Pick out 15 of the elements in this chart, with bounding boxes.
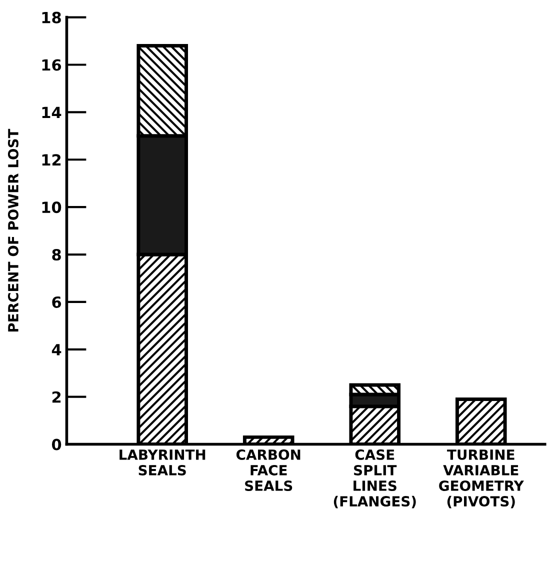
y-tick-label: 2 [52, 391, 61, 403]
y-tick-label: 12 [42, 154, 61, 166]
y-axis-title: PERCENT OF POWER LOST [8, 128, 18, 332]
y-tick-label: 4 [52, 344, 62, 356]
y-tick-label: 16 [42, 59, 62, 71]
y-tick-label: 0 [52, 438, 62, 450]
x-tick-label: CASE SPLIT LINES (FLANGES) [334, 449, 416, 508]
y-tick-label: 14 [42, 106, 62, 118]
x-tick-label: LABYRINTH SEALS [120, 450, 206, 476]
y-tick-label: 6 [52, 296, 62, 308]
x-tick-label: TURBINE VARIABLE GEOMETRY (PIVOTS) [439, 450, 524, 508]
y-tick-label: 18 [42, 12, 61, 24]
y-tick-label: 8 [52, 248, 61, 261]
y-tick-label: 10 [42, 202, 62, 214]
x-tick-label: CARBON FACE SEALS [236, 449, 300, 492]
